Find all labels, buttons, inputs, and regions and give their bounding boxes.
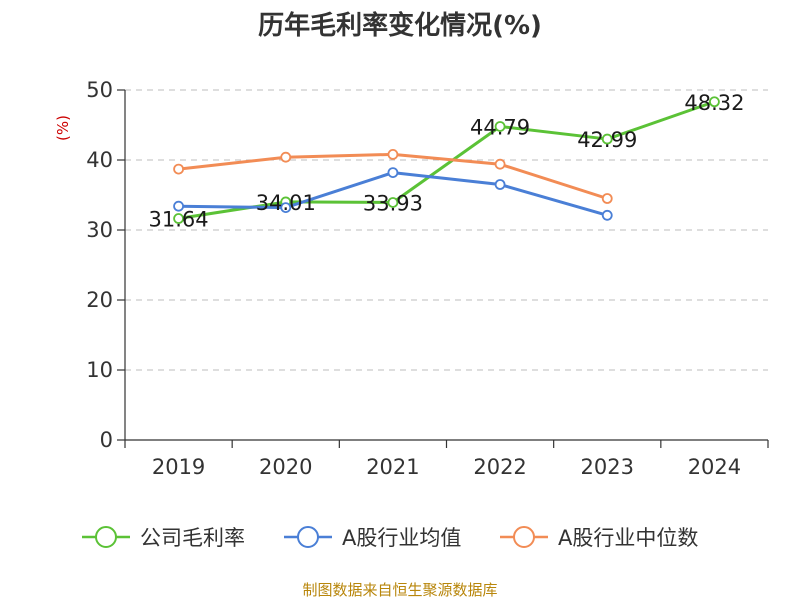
- legend-label: A股行业中位数: [558, 526, 698, 550]
- data-label: 31.64: [149, 208, 209, 232]
- source-note: 制图数据来自恒生聚源数据库: [302, 581, 497, 599]
- data-labels: 31.64 34.01 33.93 44.79 42.99 48.32: [149, 91, 745, 232]
- legend: 公司毛利率 A股行业均值 A股行业中位数: [82, 526, 698, 550]
- data-point: [494, 179, 506, 190]
- data-point: [387, 148, 399, 160]
- x-tick-label: 2024: [688, 455, 741, 479]
- grid: [125, 89, 768, 371]
- series-line-0: [178, 100, 715, 221]
- legend-item-0: 公司毛利率: [82, 526, 245, 550]
- axes: 0 10 20 30 40 50 2019 2020 2021 2022 2023 2024: [86, 78, 769, 479]
- y-tick-label: 10: [86, 358, 113, 382]
- x-tick-label: 2020: [259, 455, 312, 479]
- data-point: [494, 158, 506, 170]
- legend-item-2: A股行业中位数: [500, 526, 698, 550]
- data-point: [387, 197, 399, 208]
- data-point: [601, 193, 613, 204]
- y-tick-label: 30: [86, 218, 113, 242]
- data-point: [601, 133, 613, 145]
- data-label: 34.01: [256, 191, 316, 215]
- x-tick-label: 2023: [581, 455, 634, 479]
- legend-swatch-marker: [95, 526, 117, 548]
- y-tick-label: 20: [86, 288, 113, 312]
- data-point: [709, 96, 720, 108]
- x-tick-label: 2019: [152, 455, 205, 479]
- x-tick-label: 2022: [473, 455, 526, 479]
- x-tick-label: 2021: [366, 455, 419, 479]
- data-point: [601, 209, 613, 221]
- data-point: [280, 202, 292, 214]
- data-label: 44.79: [470, 115, 530, 139]
- series-layer: [173, 96, 720, 224]
- data-label: 42.99: [577, 128, 637, 152]
- data-point: [173, 163, 184, 175]
- data-label: 33.93: [363, 191, 423, 215]
- data-point: [387, 167, 399, 179]
- y-axis-label: (%): [54, 115, 72, 141]
- legend-label: A股行业均值: [342, 526, 461, 550]
- legend-item-1: A股行业均值: [284, 526, 461, 550]
- y-tick-label: 50: [86, 78, 113, 102]
- y-tick-label: 40: [86, 148, 113, 172]
- legend-swatch-marker: [513, 526, 535, 548]
- data-point: [173, 200, 184, 212]
- data-point: [173, 213, 184, 224]
- data-label: 48.32: [684, 91, 744, 115]
- data-point: [280, 151, 292, 163]
- legend-swatch-marker: [297, 526, 319, 548]
- y-tick-label: 0: [100, 428, 113, 452]
- chart-title: 历年毛利率变化情况(%): [258, 10, 542, 41]
- legend-label: 公司毛利率: [140, 526, 245, 550]
- data-point: [494, 121, 506, 132]
